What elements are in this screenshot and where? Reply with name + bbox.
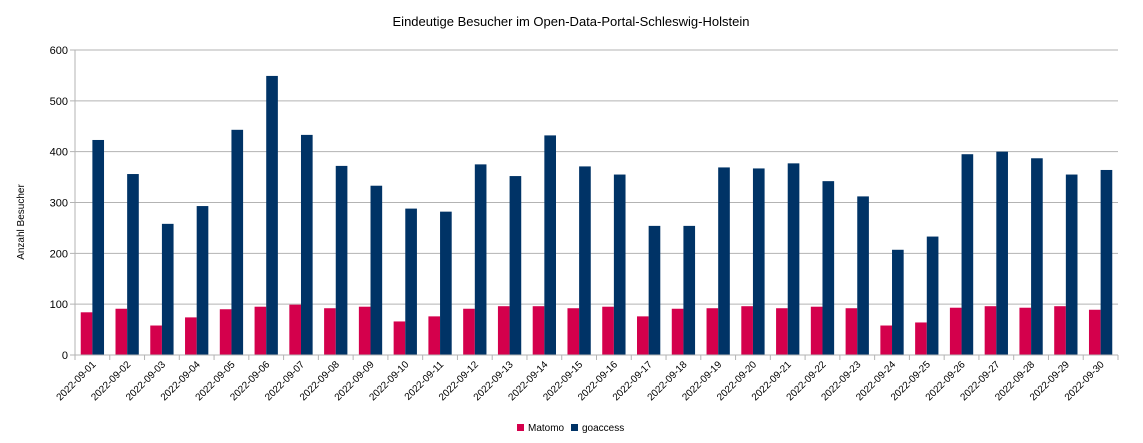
- bar-goaccess: [161, 223, 174, 355]
- bar-goaccess: [440, 211, 452, 355]
- bar-goaccess: [474, 164, 487, 355]
- bar-goaccess: [822, 181, 835, 355]
- y-tick-label: 300: [50, 198, 68, 210]
- bar-matomo: [880, 325, 893, 355]
- bar-goaccess: [300, 134, 313, 355]
- bar-matomo: [463, 308, 475, 355]
- legend: Matomo goaccess: [517, 423, 624, 434]
- bar-matomo: [254, 306, 267, 355]
- bar-goaccess: [509, 176, 522, 355]
- bar-matomo: [1088, 309, 1101, 355]
- bar-goaccess: [961, 154, 974, 355]
- legend-swatch-matomo: [517, 424, 524, 431]
- bar-matomo: [358, 306, 371, 355]
- bar-goaccess: [370, 185, 383, 355]
- bar-goaccess: [996, 151, 1008, 355]
- bar-goaccess: [892, 249, 904, 355]
- bar-matomo: [602, 306, 614, 355]
- bar-goaccess: [196, 206, 209, 355]
- bar-goaccess: [544, 135, 556, 355]
- bar-matomo: [567, 308, 580, 355]
- y-tick-label: 400: [50, 147, 68, 159]
- bar-matomo: [671, 308, 684, 355]
- bar-goaccess: [127, 174, 139, 355]
- bar-matomo: [393, 321, 406, 355]
- legend-swatch-goaccess: [571, 424, 578, 431]
- y-tick-label: 100: [50, 299, 68, 311]
- bar-matomo: [810, 306, 823, 355]
- y-tick-label: 600: [50, 45, 68, 57]
- bar-goaccess: [683, 225, 696, 355]
- bar-matomo: [741, 306, 753, 355]
- bar-goaccess: [718, 167, 730, 355]
- bar-matomo: [80, 312, 93, 355]
- bar-matomo: [289, 304, 301, 355]
- bar-goaccess: [579, 166, 591, 355]
- bar-goaccess: [92, 139, 105, 355]
- bar-goaccess: [613, 174, 626, 355]
- bar-goaccess: [231, 129, 244, 355]
- bar-matomo: [637, 316, 649, 355]
- bar-goaccess: [857, 196, 869, 355]
- bar-matomo: [324, 308, 336, 355]
- bar-matomo: [1019, 307, 1032, 355]
- bar-goaccess: [787, 163, 800, 355]
- legend-label-matomo: Matomo: [528, 423, 565, 434]
- bar-matomo: [706, 308, 719, 355]
- y-tick-label: 200: [50, 248, 68, 260]
- bar-matomo: [185, 317, 197, 355]
- bar-matomo: [1054, 306, 1066, 355]
- bar-goaccess: [1100, 169, 1113, 355]
- bar-matomo: [984, 306, 997, 355]
- bar-goaccess: [405, 208, 417, 355]
- chart-title: Eindeutige Besucher im Open-Data-Portal-…: [393, 14, 750, 29]
- bar-goaccess: [1065, 174, 1078, 355]
- bar-matomo: [497, 306, 510, 355]
- y-tick-label: 500: [50, 96, 68, 108]
- legend-label-goaccess: goaccess: [582, 423, 624, 434]
- bar-matomo: [949, 307, 962, 355]
- y-tick-label: 0: [62, 350, 68, 362]
- bar-matomo: [845, 308, 858, 355]
- bar-goaccess: [648, 225, 661, 355]
- bar-matomo: [428, 316, 441, 355]
- bar-goaccess: [752, 168, 765, 355]
- bar-matomo: [115, 308, 128, 355]
- bar-matomo: [776, 308, 788, 355]
- bar-goaccess: [1031, 158, 1043, 355]
- bar-goaccess: [926, 236, 939, 355]
- bar-matomo: [532, 306, 545, 355]
- bar-matomo: [150, 325, 162, 355]
- bar-matomo: [219, 309, 232, 355]
- bar-matomo: [915, 322, 927, 355]
- bar-goaccess: [335, 165, 348, 355]
- bar-goaccess: [266, 75, 278, 356]
- y-axis-label: Anzahl Besucher: [16, 184, 27, 260]
